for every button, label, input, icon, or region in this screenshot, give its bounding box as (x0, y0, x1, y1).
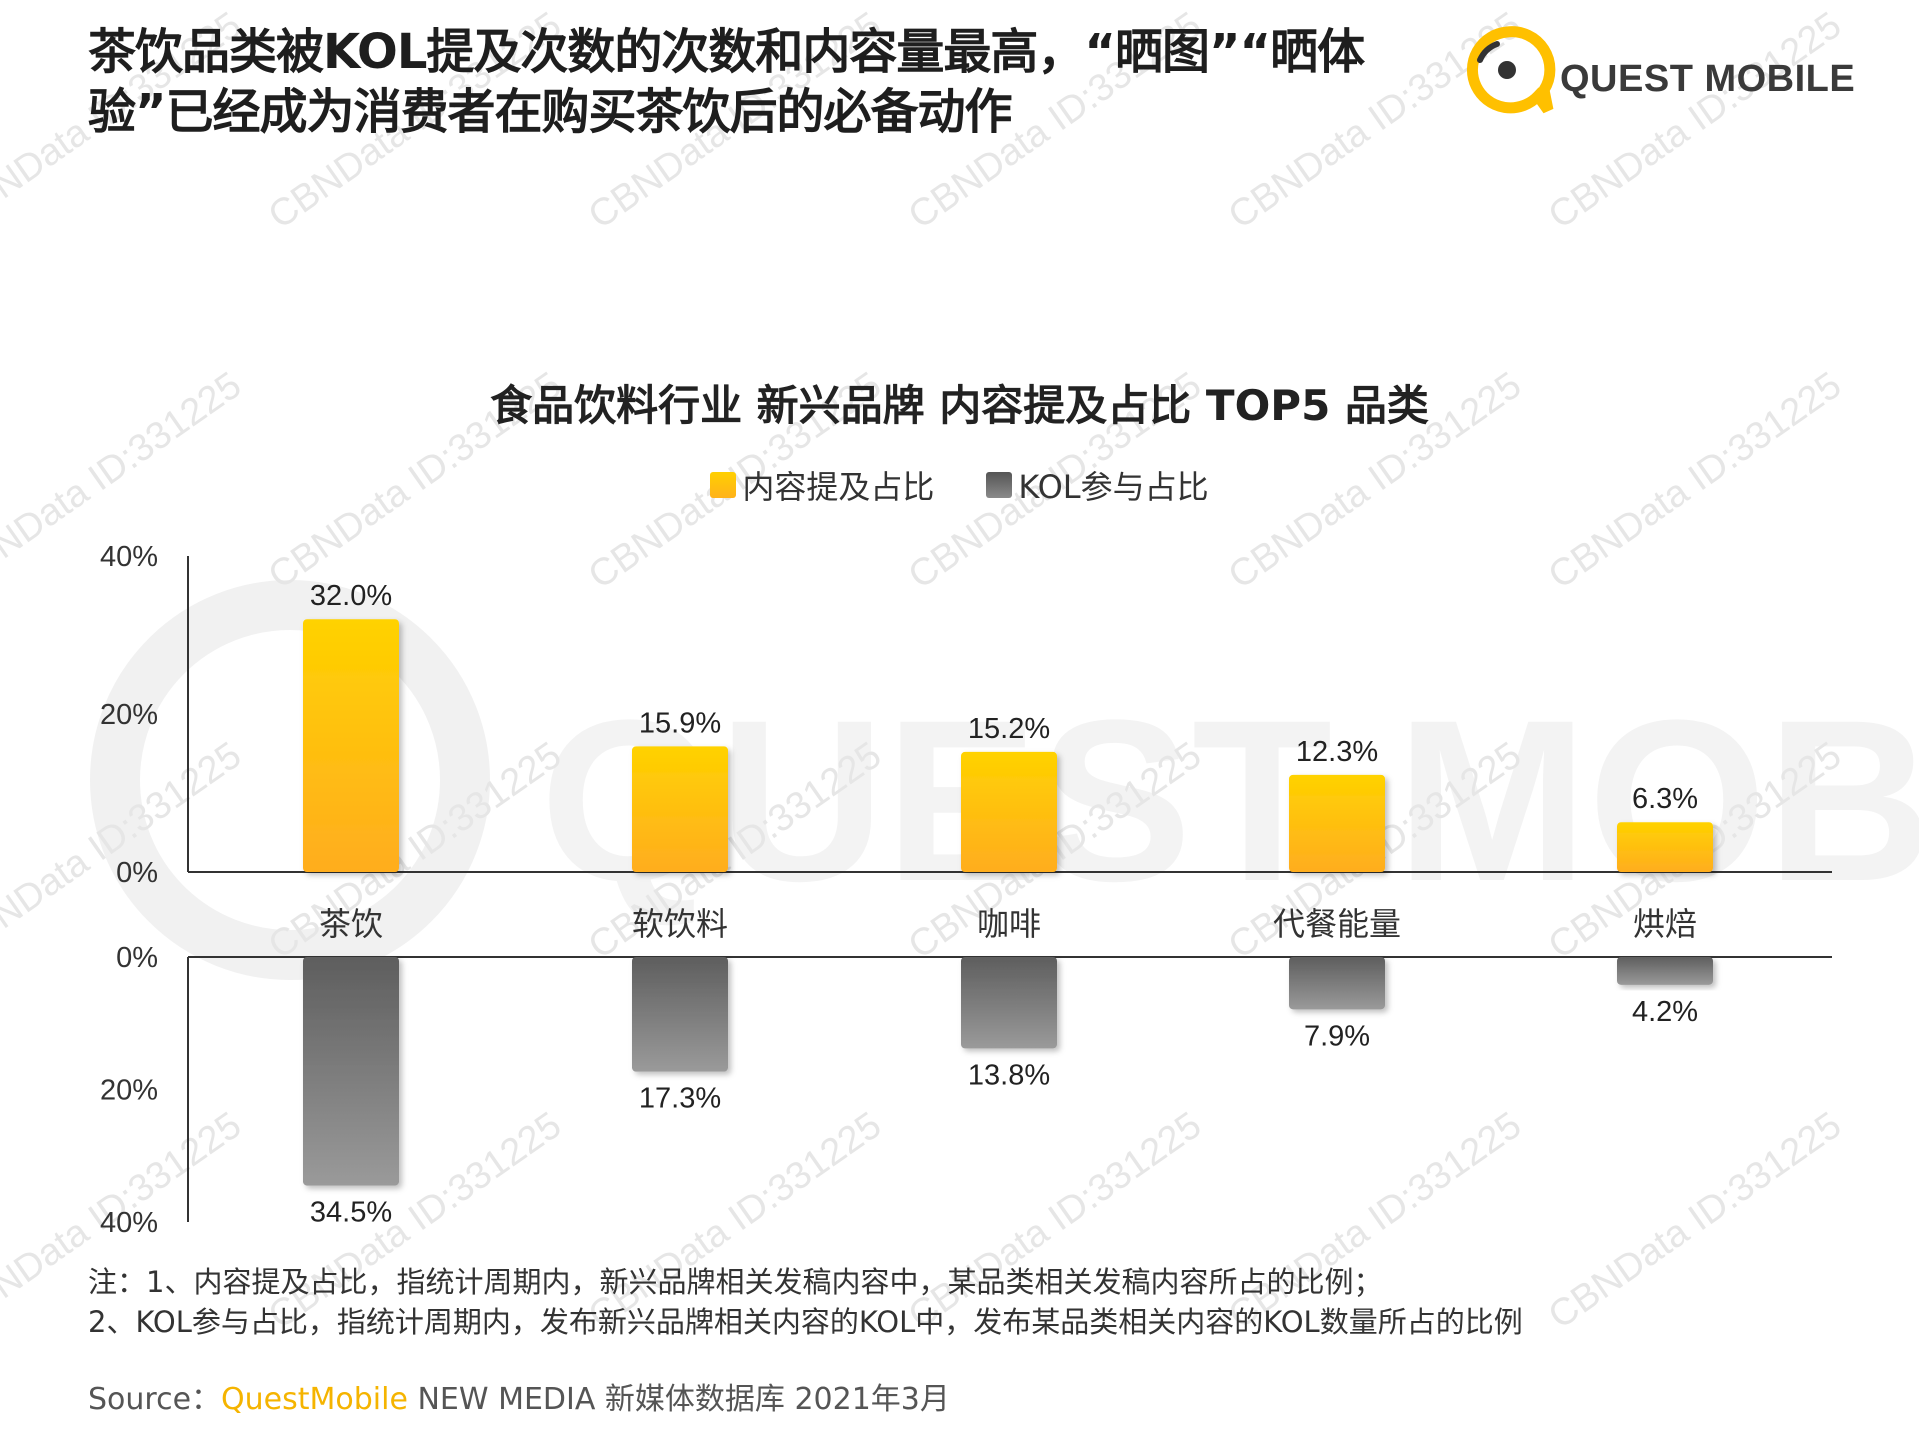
bar-content-mention (632, 746, 728, 872)
bar-content-mention (303, 619, 399, 872)
legend-label-kol-participation: KOL参与占比 (1018, 468, 1209, 506)
page-title: 茶饮品类被KOL提及次数的次数和内容量最高，“晒图”“晒体验”已经成为消费者在购… (88, 24, 1365, 140)
data-label-kol-participation: 7.9% (1304, 1020, 1370, 1052)
lower-y-tick-label: 20% (100, 1075, 158, 1107)
legend-item-kol-participation: KOL参与占比 (986, 462, 1209, 508)
data-label-kol-participation: 4.2% (1632, 996, 1698, 1028)
chart-title: 食品饮料行业 新兴品牌 内容提及占比 TOP5 品类 (490, 381, 1429, 430)
data-label-content-mention: 15.9% (639, 707, 721, 739)
questmobile-logo: QUEST MOBILE (1452, 20, 1902, 120)
bar-content-mention (1617, 822, 1713, 872)
lower-y-tick-label: 40% (100, 1207, 158, 1239)
note-line-1: 注：1、内容提及占比，指统计周期内，新兴品牌相关发稿内容中，某品类相关发稿内容所… (88, 1265, 1383, 1299)
category-label: 茶饮 (319, 905, 383, 943)
data-label-content-mention: 6.3% (1632, 783, 1698, 815)
source-brand: QuestMobile (221, 1382, 408, 1417)
data-label-kol-participation: 34.5% (310, 1197, 392, 1229)
data-label-content-mention: 12.3% (1296, 736, 1378, 768)
data-label-content-mention: 15.2% (968, 713, 1050, 745)
logo-text: QUEST MOBILE (1560, 58, 1856, 100)
upper-y-tick-label: 0% (116, 857, 158, 889)
chart-notes: 注：1、内容提及占比，指统计周期内，新兴品牌相关发稿内容中，某品类相关发稿内容所… (88, 1262, 1848, 1342)
legend-swatch-gray (986, 472, 1013, 498)
lower-y-tick-label: 0% (116, 942, 158, 974)
note-line-2: 2、KOL参与占比，指统计周期内，发布新兴品牌相关内容的KOL中，发布某品类相关… (88, 1305, 1523, 1339)
category-label: 咖啡 (977, 905, 1041, 943)
data-label-kol-participation: 17.3% (639, 1083, 721, 1115)
bar-kol-participation (1289, 957, 1385, 1010)
source-label: Source： (88, 1382, 222, 1417)
bar-kol-participation (632, 957, 728, 1072)
bar-kol-participation (961, 957, 1057, 1049)
questmobile-logo-icon (1466, 26, 1556, 114)
category-label: 烘焙 (1633, 905, 1697, 943)
category-label: 代餐能量 (1273, 905, 1401, 943)
data-label-content-mention: 32.0% (310, 580, 392, 612)
legend-label-content-mention: 内容提及占比 (742, 468, 935, 506)
source-line: Source：QuestMobile NEW MEDIA 新媒体数据库 2021… (88, 1374, 950, 1418)
data-label-kol-participation: 13.8% (968, 1059, 1050, 1091)
source-rest: NEW MEDIA 新媒体数据库 2021年3月 (407, 1382, 950, 1417)
upper-y-tick-label: 20% (100, 699, 158, 731)
bar-content-mention (961, 751, 1057, 872)
legend-swatch-yellow (710, 472, 737, 498)
chart-legend: 内容提及占比 KOL参与占比 (0, 462, 1919, 508)
upper-y-tick-label: 40% (100, 541, 158, 573)
bar-kol-participation (303, 957, 399, 1186)
legend-item-content-mention: 内容提及占比 (710, 462, 934, 508)
bar-kol-participation (1617, 957, 1713, 985)
category-label: 软饮料 (632, 905, 728, 943)
bar-content-mention (1289, 774, 1385, 872)
